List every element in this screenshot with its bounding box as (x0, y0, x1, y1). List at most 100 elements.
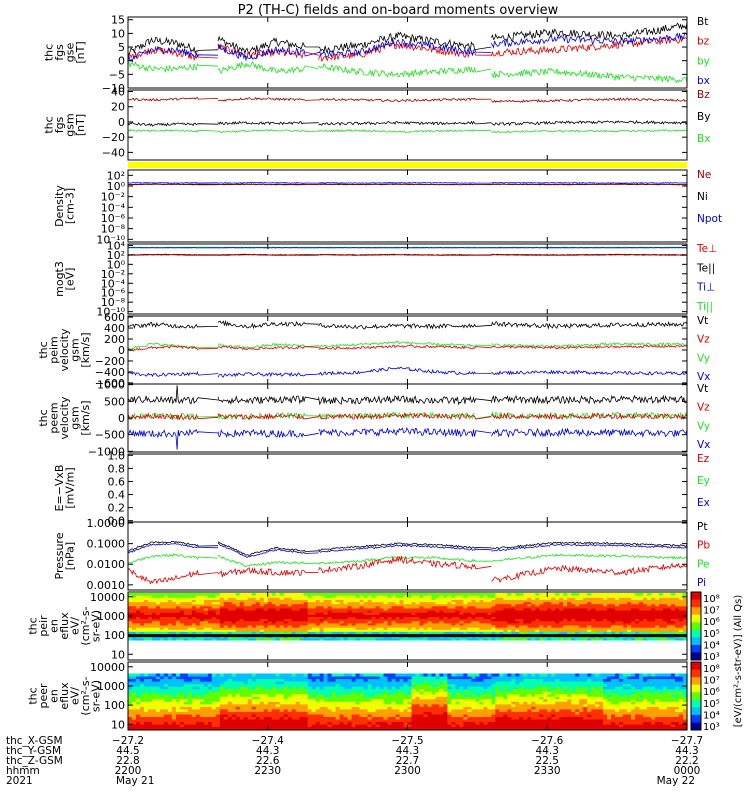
heatmap-cell (144, 688, 149, 692)
heatmap-cell (607, 601, 612, 605)
heatmap-cell (191, 681, 197, 685)
heatmap-cell (136, 681, 141, 685)
heatmap-cell (511, 616, 516, 620)
heatmap-cell (379, 601, 385, 605)
heatmap-cell (479, 637, 484, 641)
heatmap-cell (599, 625, 604, 628)
heatmap-cell (155, 607, 161, 611)
heatmap-cell (395, 716, 401, 720)
heatmap-cell (287, 618, 293, 622)
heatmap-cell (195, 637, 201, 641)
heatmap-cell (567, 612, 572, 615)
heatmap-cell (219, 616, 225, 620)
heatmap-cell (159, 703, 165, 707)
heatmap-cell (179, 637, 185, 641)
heatmap-cell (415, 603, 421, 607)
heatmap-cell (243, 708, 249, 712)
heatmap-cell (171, 691, 177, 695)
heatmap-cell (371, 595, 377, 598)
heatmap-cell (379, 622, 385, 626)
heatmap-cell (148, 676, 153, 680)
heatmap-cell (144, 678, 149, 682)
heatmap-cell (307, 618, 313, 622)
heatmap-cell (587, 605, 592, 609)
heatmap-cell (148, 607, 153, 611)
heatmap-cell (187, 691, 193, 695)
heatmap-cell (547, 601, 552, 605)
heatmap-cell (603, 601, 608, 605)
heatmap-cell (363, 691, 369, 695)
heatmap-cell (275, 724, 281, 728)
heatmap-cell (128, 622, 133, 626)
heatmap-cell (251, 676, 257, 680)
heatmap-cell (511, 631, 516, 635)
heatmap-cell (183, 726, 189, 730)
heatmap-cell (335, 706, 341, 710)
heatmap-cell (195, 622, 201, 626)
heatmap-cell (211, 605, 217, 609)
heatmap-cell (331, 693, 337, 697)
heatmap-cell (539, 605, 544, 609)
heatmap-cell (595, 605, 600, 609)
heatmap-cell (263, 706, 269, 710)
heatmap-cell (159, 726, 165, 730)
heatmap-cell (215, 721, 221, 725)
heatmap-cell (283, 612, 289, 615)
heatmap-cell (255, 691, 261, 695)
heatmap-cell (187, 718, 193, 722)
heatmap-cell (567, 622, 572, 626)
heatmap-cell (535, 622, 540, 626)
heatmap-cell (391, 612, 397, 615)
heatmap-cell (339, 616, 345, 620)
heatmap-cell (327, 593, 333, 596)
heatmap-cell (359, 698, 365, 702)
heatmap-cell (347, 593, 353, 596)
heatmap-cell (427, 618, 433, 622)
heatmap-cell (275, 686, 281, 690)
heatmap-cell (291, 625, 297, 628)
heatmap-cell (523, 612, 528, 615)
heatmap-cell (643, 614, 648, 617)
legend-entry-Ti||: Ti|| (696, 301, 713, 313)
heatmap-cell (227, 703, 233, 707)
heatmap-cell (635, 599, 640, 603)
heatmap-cell (363, 721, 369, 725)
heatmap-cell (128, 627, 133, 630)
heatmap-cell (619, 637, 624, 641)
heatmap-cell (327, 603, 333, 607)
heatmap-cell (199, 708, 205, 712)
heatmap-cell (259, 605, 265, 609)
heatmap-cell (483, 616, 488, 620)
heatmap-cell (327, 601, 333, 605)
heatmap-cell (247, 673, 253, 677)
heatmap-cell (311, 716, 317, 720)
heatmap-cell (519, 625, 524, 628)
heatmap-cell (379, 691, 385, 695)
heatmap-cell (391, 708, 397, 712)
heatmap-cell (275, 703, 281, 707)
heatmap-cell (463, 637, 468, 641)
heatmap-cell (247, 708, 253, 712)
heatmap-cell (403, 708, 409, 712)
heatmap-cell (351, 603, 357, 607)
heatmap-cell (287, 708, 293, 712)
heatmap-cell (379, 614, 385, 617)
heatmap-cell (579, 599, 584, 603)
heatmap-cell (583, 599, 588, 603)
heatmap-cell (140, 616, 145, 620)
heatmap-cell (383, 686, 389, 690)
heatmap-cell (375, 637, 381, 641)
heatmap-cell (543, 610, 548, 613)
heatmap-cell (359, 713, 365, 717)
heatmap-cell (307, 616, 313, 620)
heatmap-cell (211, 718, 217, 722)
heatmap-cell (183, 691, 189, 695)
heatmap-cell (295, 678, 301, 682)
heatmap-cell (343, 706, 349, 710)
heatmap-cell (247, 597, 253, 600)
heatmap-cell (435, 603, 441, 607)
heatmap-cell (559, 597, 564, 600)
heatmap-cell (283, 610, 289, 613)
heatmap-cell (515, 597, 520, 600)
heatmap-cell (523, 625, 528, 628)
